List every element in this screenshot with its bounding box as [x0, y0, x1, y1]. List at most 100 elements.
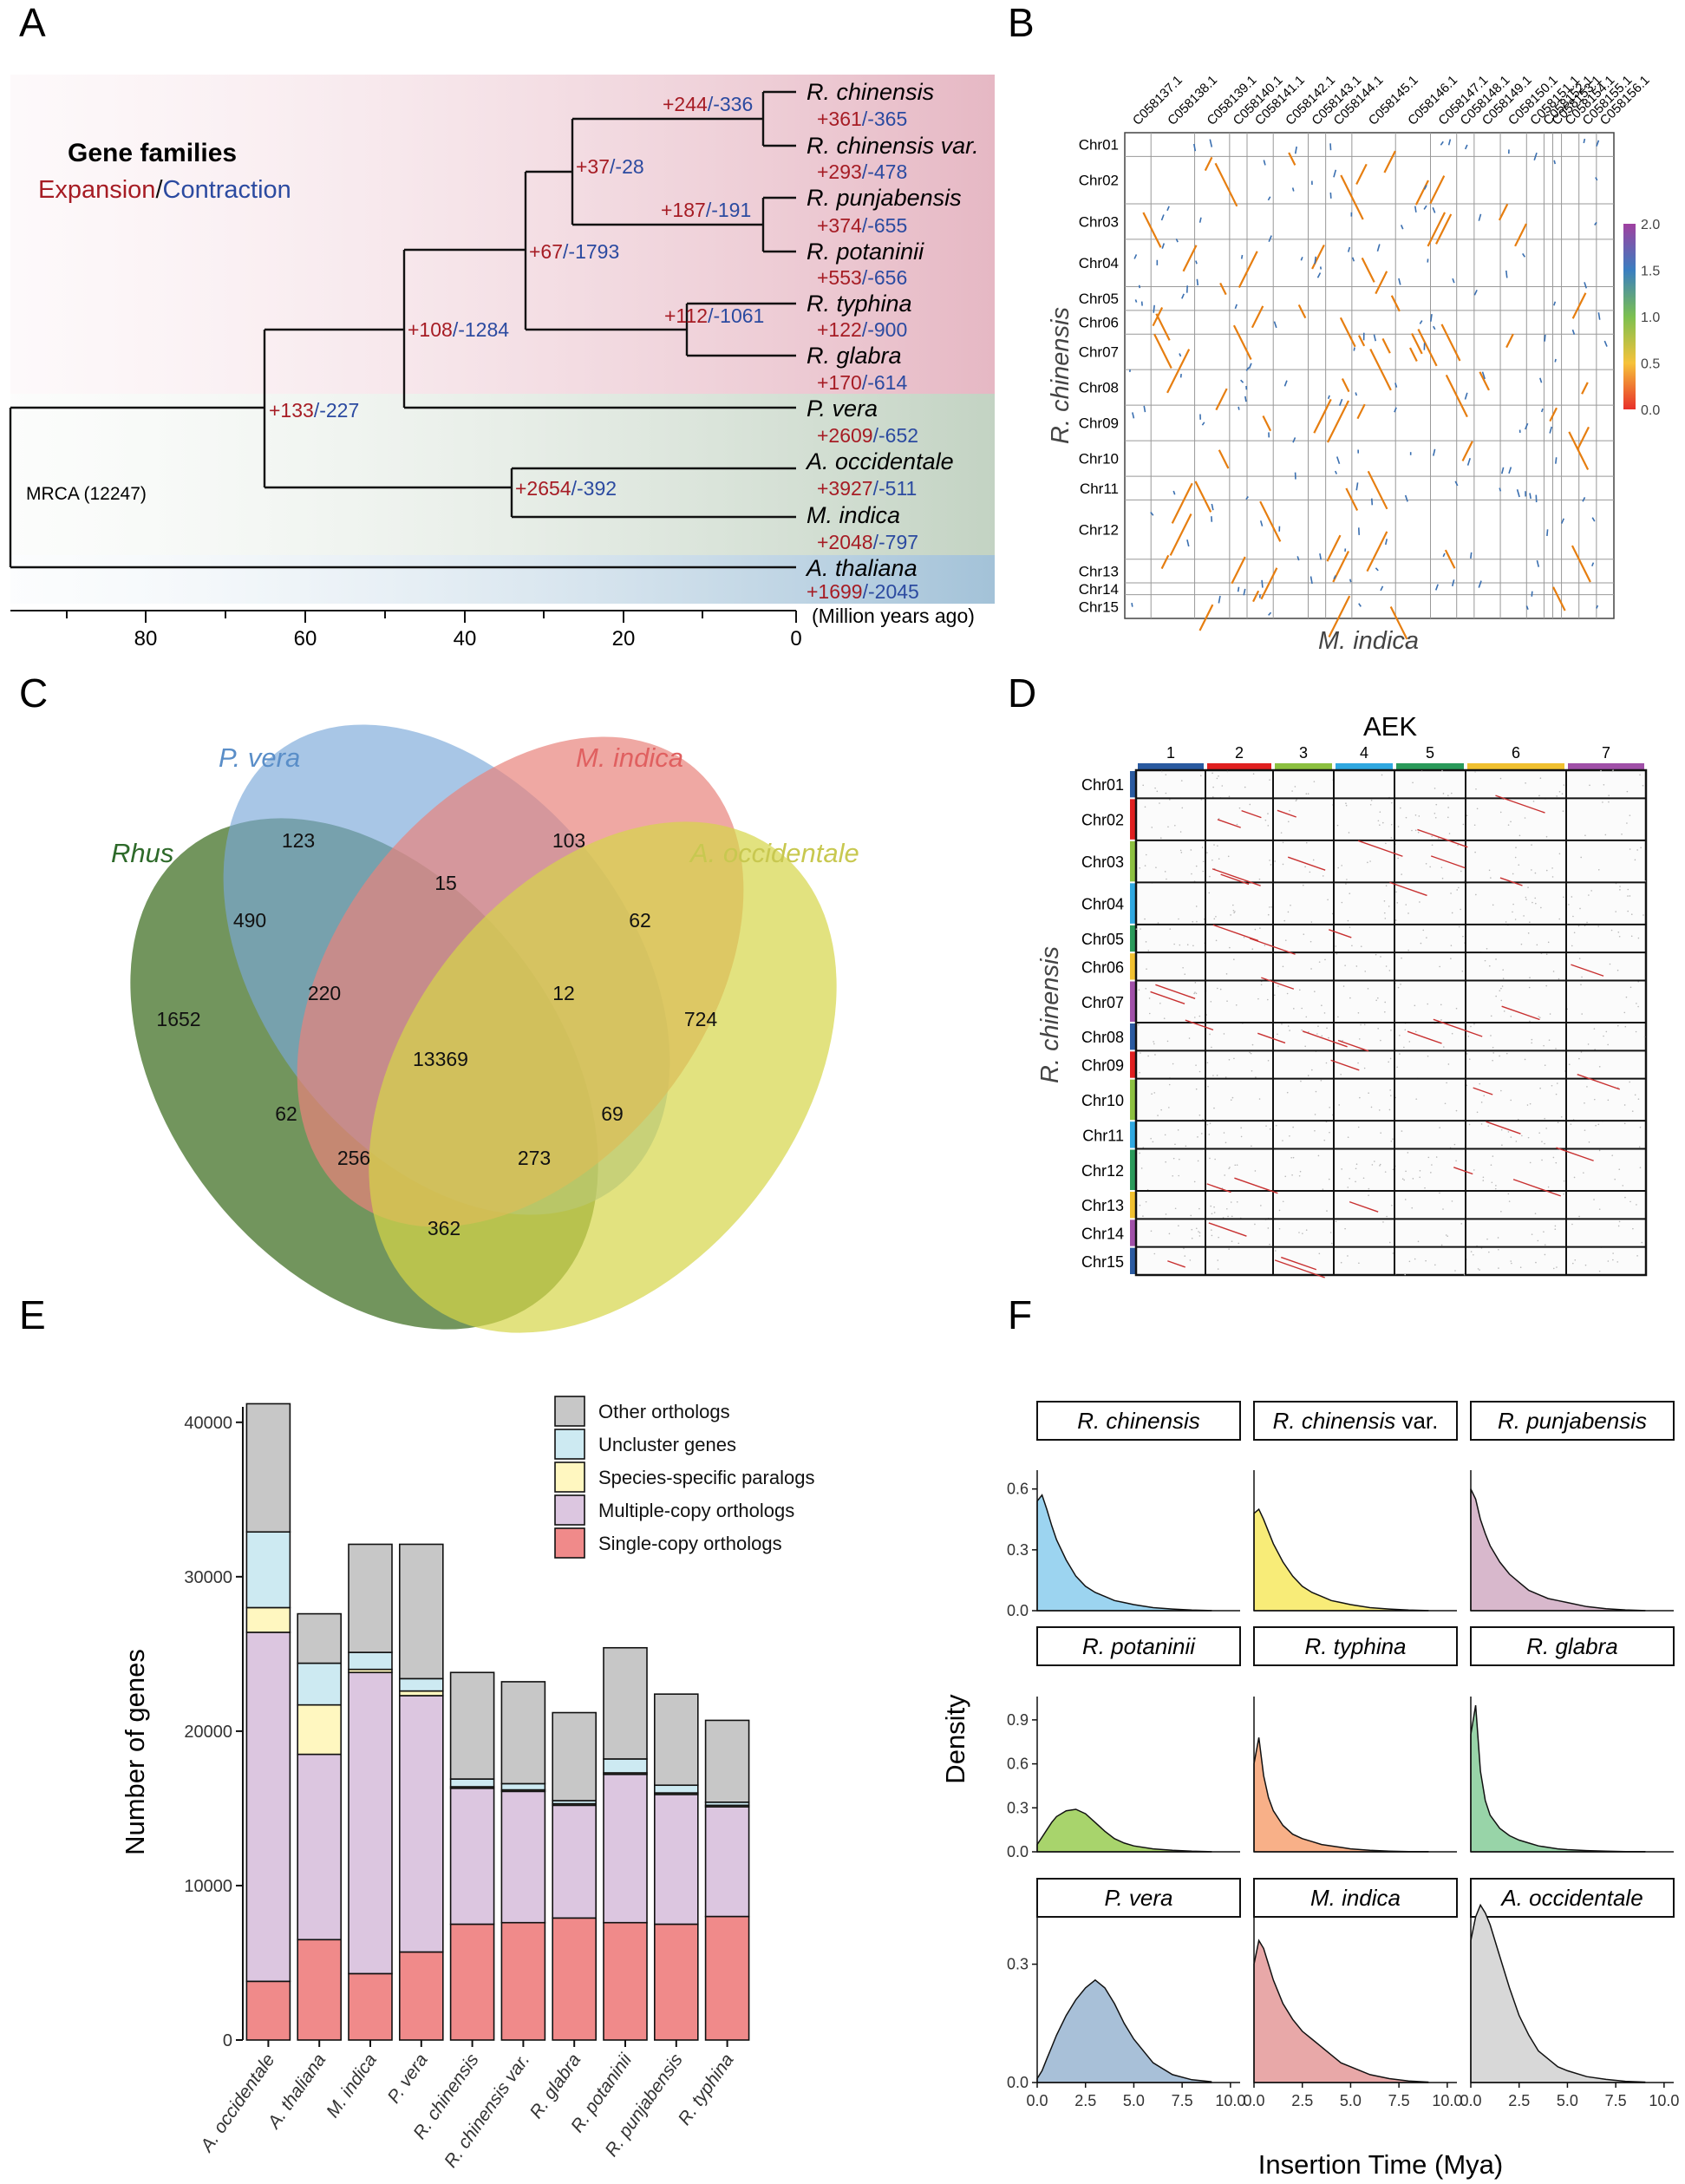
bar-segment	[552, 1804, 598, 1919]
background-dot	[1157, 922, 1159, 924]
syntenic-dot	[1349, 579, 1352, 583]
background-dot	[1430, 1172, 1432, 1174]
background-dot	[1267, 1227, 1270, 1229]
background-dot	[1405, 816, 1407, 819]
panel-label-d: D	[1008, 670, 1036, 716]
background-dot	[1422, 929, 1425, 932]
background-dot	[1294, 786, 1296, 788]
node-change: +67/-1793	[529, 240, 619, 263]
syntenic-segment	[1259, 500, 1282, 542]
background-dot	[1532, 801, 1535, 802]
node-change: +553/-656	[817, 266, 907, 289]
density-area	[1036, 1808, 1212, 1853]
background-dot	[1308, 1031, 1309, 1033]
syntenic-segment	[1357, 840, 1403, 857]
background-dot	[1545, 869, 1548, 872]
background-dot	[1627, 910, 1629, 912]
background-dot	[1230, 1201, 1232, 1203]
background-dot	[1146, 968, 1147, 970]
background-dot	[1447, 1063, 1450, 1065]
background-dot	[1586, 1086, 1588, 1088]
background-dot	[1499, 777, 1502, 780]
background-dot	[1607, 1043, 1609, 1046]
facet-title: R. typhina	[1304, 1633, 1406, 1659]
background-dot	[1458, 925, 1460, 928]
background-dot	[1500, 1089, 1502, 1092]
node-change: +122/-900	[817, 318, 907, 341]
background-dot	[1545, 835, 1548, 838]
background-dot	[1341, 1168, 1342, 1170]
background-dot	[1445, 1234, 1447, 1236]
venn-count: 62	[275, 1102, 297, 1125]
background-dot	[1355, 1163, 1358, 1166]
facet-title: M. indica	[1310, 1885, 1401, 1911]
background-dot	[1340, 1073, 1342, 1076]
background-dot	[1380, 1132, 1381, 1134]
background-dot	[1198, 1235, 1201, 1237]
background-dot	[1611, 1154, 1614, 1156]
background-dot	[1318, 961, 1321, 963]
syntenic-segment	[1208, 1222, 1247, 1237]
background-dot	[1426, 937, 1427, 938]
syntenic-segment	[1212, 924, 1259, 942]
background-dot	[1514, 856, 1517, 859]
background-dot	[1193, 992, 1195, 995]
chr-label: Chr13	[1079, 563, 1119, 579]
background-dot	[1298, 1174, 1301, 1177]
legend-tick: 1.5	[1641, 265, 1660, 279]
syntenic-dot	[1539, 377, 1543, 383]
background-dot	[1328, 1178, 1330, 1180]
taxon-label: M. indica	[807, 502, 900, 528]
syntenic-dot	[1464, 144, 1468, 150]
facet-strip	[1036, 1878, 1241, 1918]
syntenic-dot	[1432, 206, 1436, 213]
background-dot	[1510, 1136, 1512, 1138]
background-dot	[1434, 816, 1437, 819]
background-dot	[1562, 810, 1564, 813]
density-area	[1253, 1737, 1429, 1853]
background-dot	[1512, 911, 1513, 913]
background-dot	[1524, 817, 1526, 819]
syntenic-dot	[1452, 278, 1455, 284]
background-dot	[1302, 1233, 1303, 1234]
background-dot	[1260, 984, 1263, 986]
background-dot	[1486, 947, 1488, 950]
background-dot	[1321, 1004, 1323, 1007]
syntenic-segment	[1185, 1019, 1214, 1031]
background-dot	[1510, 1260, 1512, 1262]
syntenic-segment	[1261, 977, 1295, 990]
syntenic-segment	[1577, 1074, 1621, 1090]
syntenic-segment	[1433, 1018, 1483, 1037]
background-dot	[1254, 928, 1257, 931]
syntenic-dot	[1160, 214, 1165, 221]
x-tick-label: 2.5	[1508, 2092, 1530, 2109]
syntenic-segment	[1407, 1030, 1442, 1044]
background-dot	[1473, 1023, 1475, 1025]
x-tick-label: 0.0	[1026, 2092, 1048, 2109]
background-dot	[1178, 918, 1179, 920]
syntenic-dot	[1201, 422, 1205, 426]
syntenic-segment	[1169, 513, 1192, 556]
chr-label: Chr10	[1081, 1092, 1124, 1109]
background-dot	[1425, 863, 1427, 865]
background-dot	[1495, 1185, 1497, 1187]
background-dot	[1629, 848, 1631, 850]
background-dot	[1623, 1104, 1626, 1106]
axis-tick: 40	[454, 627, 477, 651]
x-tick-label: P. vera	[383, 2050, 431, 2107]
syntenic-dot	[1333, 169, 1337, 178]
background-dot	[1235, 1004, 1238, 1006]
background-dot	[1342, 1039, 1344, 1042]
background-dot	[1490, 877, 1492, 879]
background-dot	[1634, 1094, 1636, 1096]
background-dot	[1299, 1170, 1302, 1173]
syntenic-dot	[1244, 396, 1247, 402]
background-dot	[1603, 1035, 1604, 1037]
syntenic-segment	[1369, 349, 1392, 391]
background-dot	[1624, 1196, 1626, 1199]
facet-strip	[1036, 1401, 1241, 1441]
background-dot	[1236, 823, 1238, 826]
chr-color-strip	[1130, 840, 1136, 882]
background-dot	[1278, 1227, 1281, 1230]
background-dot	[1551, 876, 1554, 878]
